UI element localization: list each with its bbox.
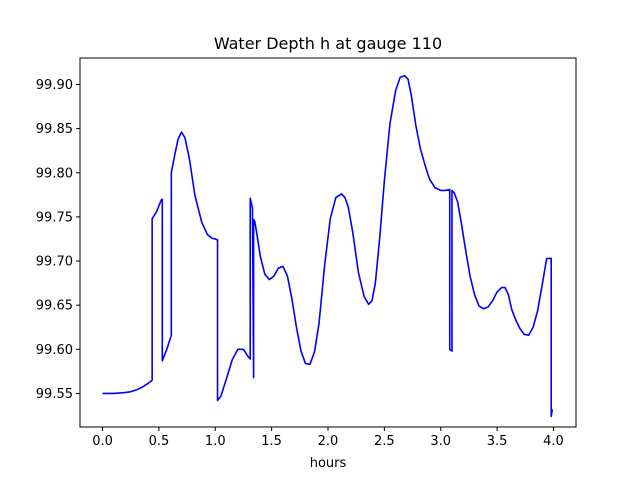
y-tick-label: 99.80 xyxy=(36,166,73,181)
x-tick-label: 2.0 xyxy=(318,434,339,449)
x-tick-label: 0.0 xyxy=(92,434,113,449)
chart-title: Water Depth h at gauge 110 xyxy=(214,34,442,53)
plot-area xyxy=(102,74,554,418)
x-tick-label: 3.5 xyxy=(487,434,508,449)
y-tick-label: 99.70 xyxy=(36,255,73,270)
x-tick-label: 2.5 xyxy=(374,434,395,449)
y-tick-label: 99.75 xyxy=(36,210,73,225)
x-tick-label: 1.0 xyxy=(205,434,226,449)
x-tick-label: 1.5 xyxy=(261,434,282,449)
x-axis-label: hours xyxy=(310,456,347,471)
x-tick-label: 4.0 xyxy=(543,434,564,449)
y-tick-label: 99.55 xyxy=(36,387,73,402)
series-line-0 xyxy=(102,74,554,418)
y-tick-label: 99.90 xyxy=(36,78,73,93)
x-axis: 0.0 0.5 1.0 1.5 2.0 2.5 3.0 3.5 4.0 xyxy=(92,427,564,449)
y-axis: 99.55 99.60 99.65 99.70 99.75 99.80 99.85 99.90 xyxy=(36,78,80,402)
y-tick-label: 99.85 xyxy=(36,122,73,137)
x-tick-label: 3.0 xyxy=(430,434,451,449)
y-tick-label: 99.65 xyxy=(36,299,73,314)
x-tick-label: 0.5 xyxy=(149,434,170,449)
y-tick-label: 99.60 xyxy=(36,343,73,358)
